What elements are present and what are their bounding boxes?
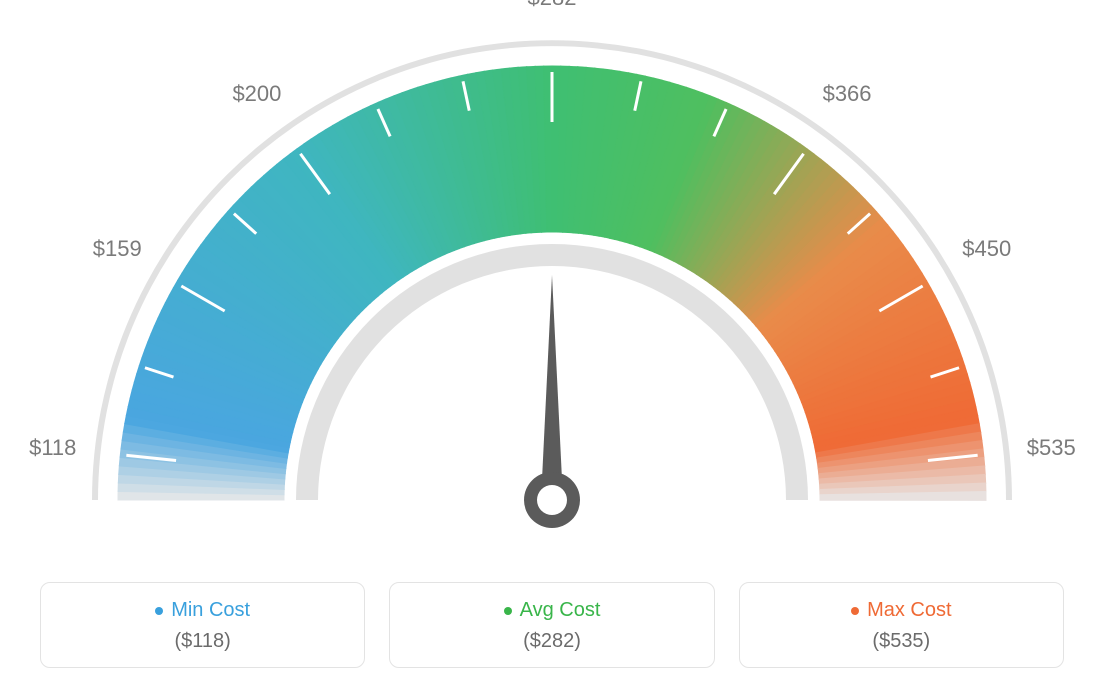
- legend-label-avg: Avg Cost: [520, 599, 601, 622]
- legend-dot-avg: [504, 607, 512, 615]
- legend-card-max: Max Cost ($535): [739, 582, 1064, 668]
- legend-row: Min Cost ($118) Avg Cost ($282) Max Cost…: [40, 582, 1064, 668]
- gauge-tick-label: $282: [528, 0, 577, 11]
- gauge-tick-label: $450: [962, 236, 1011, 262]
- legend-card-avg: Avg Cost ($282): [389, 582, 714, 668]
- gauge-svg: [0, 0, 1104, 560]
- gauge-tick-label: $535: [1027, 435, 1076, 461]
- legend-card-min: Min Cost ($118): [40, 582, 365, 668]
- legend-value-min: ($118): [51, 630, 354, 653]
- legend-dot-max: [851, 607, 859, 615]
- legend-value-avg: ($282): [400, 630, 703, 653]
- legend-value-max: ($535): [750, 630, 1053, 653]
- gauge-tick-label: $200: [232, 81, 281, 107]
- gauge-tick-label: $159: [93, 236, 142, 262]
- legend-label-max: Max Cost: [867, 599, 951, 622]
- gauge-tick-label: $118: [29, 435, 76, 461]
- gauge-chart: $118 $159 $200 $282 $366 $450 $535: [0, 0, 1104, 560]
- legend-dot-min: [155, 607, 163, 615]
- chart-container: $118 $159 $200 $282 $366 $450 $535 Min Cost ($…: [0, 0, 1104, 690]
- gauge-tick-label: $366: [823, 81, 872, 107]
- legend-label-min: Min Cost: [171, 599, 250, 622]
